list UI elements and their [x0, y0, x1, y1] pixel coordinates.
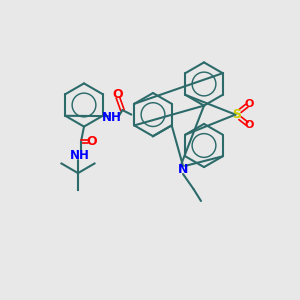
Text: O: O	[86, 135, 97, 148]
Text: NH: NH	[70, 148, 89, 162]
Text: O: O	[244, 120, 254, 130]
Text: N: N	[178, 163, 188, 176]
Text: O: O	[244, 99, 254, 109]
Text: NH: NH	[102, 111, 122, 124]
Text: O: O	[112, 88, 123, 101]
Text: S: S	[232, 108, 242, 121]
